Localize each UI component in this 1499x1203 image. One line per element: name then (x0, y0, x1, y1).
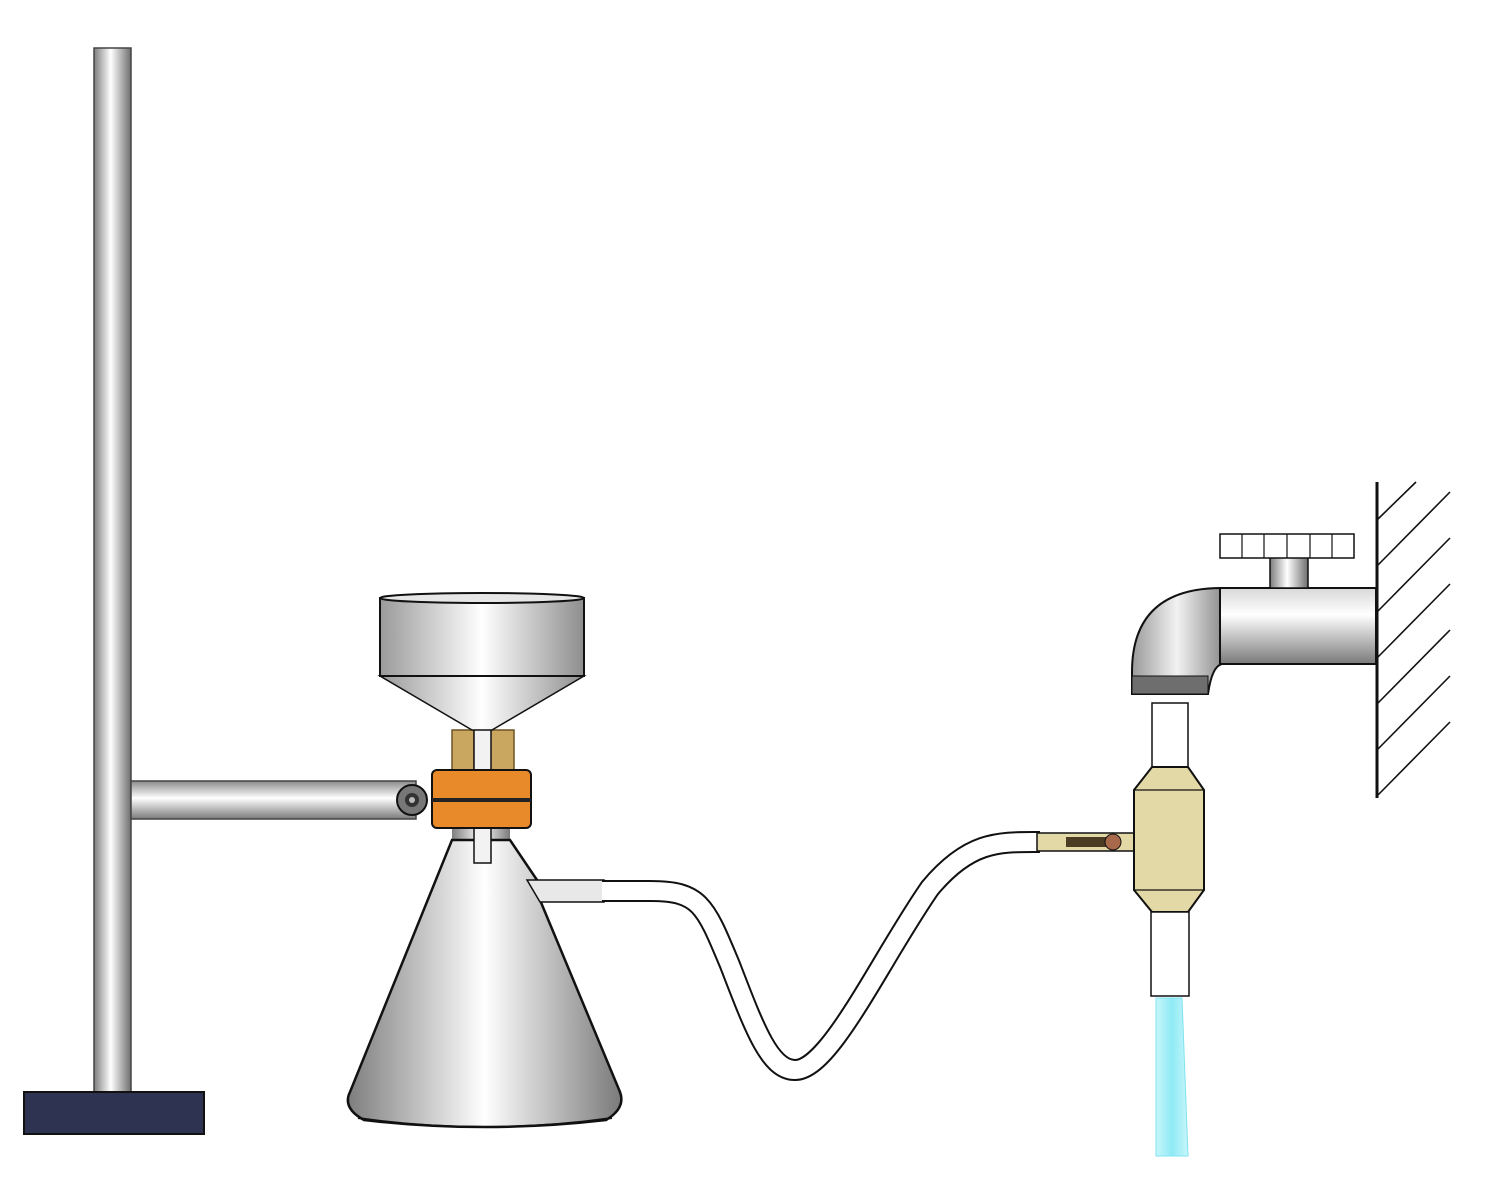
tubing-outer (602, 830, 1041, 1082)
filter-flask (346, 825, 623, 1129)
tap-elbow-collar (1131, 675, 1209, 695)
clamp-screw-icon (396, 784, 428, 816)
flask-clamp (431, 769, 532, 829)
funnel-stopper-left (451, 729, 475, 775)
funnel-cone (377, 675, 587, 731)
stand-rod (93, 47, 132, 1096)
tap-handle-icon (1219, 533, 1355, 559)
funnel-stopper-right (489, 729, 515, 775)
tap-elbow (1131, 586, 1223, 695)
buchner-funnel (377, 592, 587, 779)
rubber-tubing (602, 830, 1041, 1082)
flask-bottom-rim (357, 1117, 613, 1128)
tap-spindle (1269, 556, 1309, 589)
tap-pipe (1219, 587, 1377, 665)
funnel-bowl (379, 597, 585, 677)
aspirator-valve-knob (1104, 833, 1122, 851)
wall-hatching (1375, 481, 1451, 798)
water-tap (1131, 533, 1377, 695)
funnel-rim (379, 592, 585, 604)
water-aspirator (1036, 702, 1205, 997)
stand-base (23, 1091, 205, 1135)
tubing-inner (602, 832, 1041, 1080)
retort-stand (23, 47, 428, 1135)
flask-side-arm (525, 879, 605, 903)
clamp-arm (130, 780, 417, 820)
aspirator-top-pipe (1151, 702, 1189, 772)
water-stream (1155, 997, 1189, 1157)
aspirator-bottom-pipe (1150, 911, 1190, 997)
aspirator-valve-slot (1066, 837, 1112, 847)
funnel-stem (473, 825, 492, 864)
